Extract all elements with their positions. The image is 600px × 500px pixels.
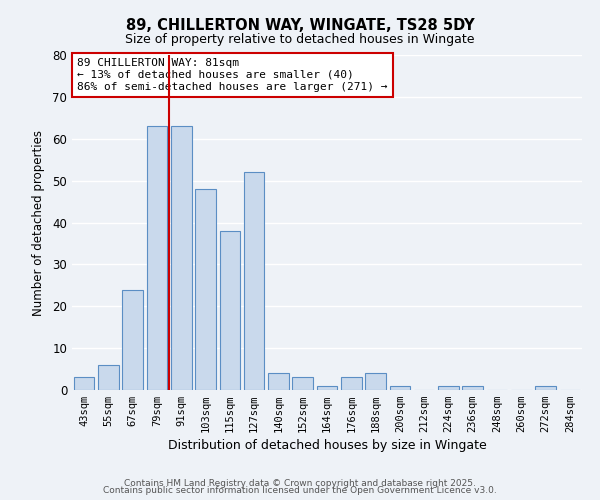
Bar [98,365,119,390]
Bar [244,172,265,390]
Bar [292,378,313,390]
X-axis label: Distribution of detached houses by size in Wingate: Distribution of detached houses by size … [167,440,487,452]
Bar [195,189,216,390]
Text: 89 CHILLERTON WAY: 81sqm
← 13% of detached houses are smaller (40)
86% of semi-d: 89 CHILLERTON WAY: 81sqm ← 13% of detach… [77,58,388,92]
Text: Contains HM Land Registry data © Crown copyright and database right 2025.: Contains HM Land Registry data © Crown c… [124,478,476,488]
Bar [389,386,410,390]
Title: 89, CHILLERTON WAY, WINGATE, TS28 5DY
Size of property relative to detached hous: 89, CHILLERTON WAY, WINGATE, TS28 5DY Si… [0,499,1,500]
Bar [146,126,167,390]
Bar [463,386,483,390]
Bar [268,373,289,390]
Y-axis label: Number of detached properties: Number of detached properties [32,130,46,316]
Bar [171,126,191,390]
Text: Size of property relative to detached houses in Wingate: Size of property relative to detached ho… [125,32,475,46]
Bar [317,386,337,390]
Text: Contains public sector information licensed under the Open Government Licence v3: Contains public sector information licen… [103,486,497,495]
Bar [365,373,386,390]
Bar [122,290,143,390]
Bar [74,378,94,390]
Bar [220,231,240,390]
Text: 89, CHILLERTON WAY, WINGATE, TS28 5DY: 89, CHILLERTON WAY, WINGATE, TS28 5DY [125,18,475,32]
Bar [341,378,362,390]
Bar [438,386,459,390]
Bar [535,386,556,390]
